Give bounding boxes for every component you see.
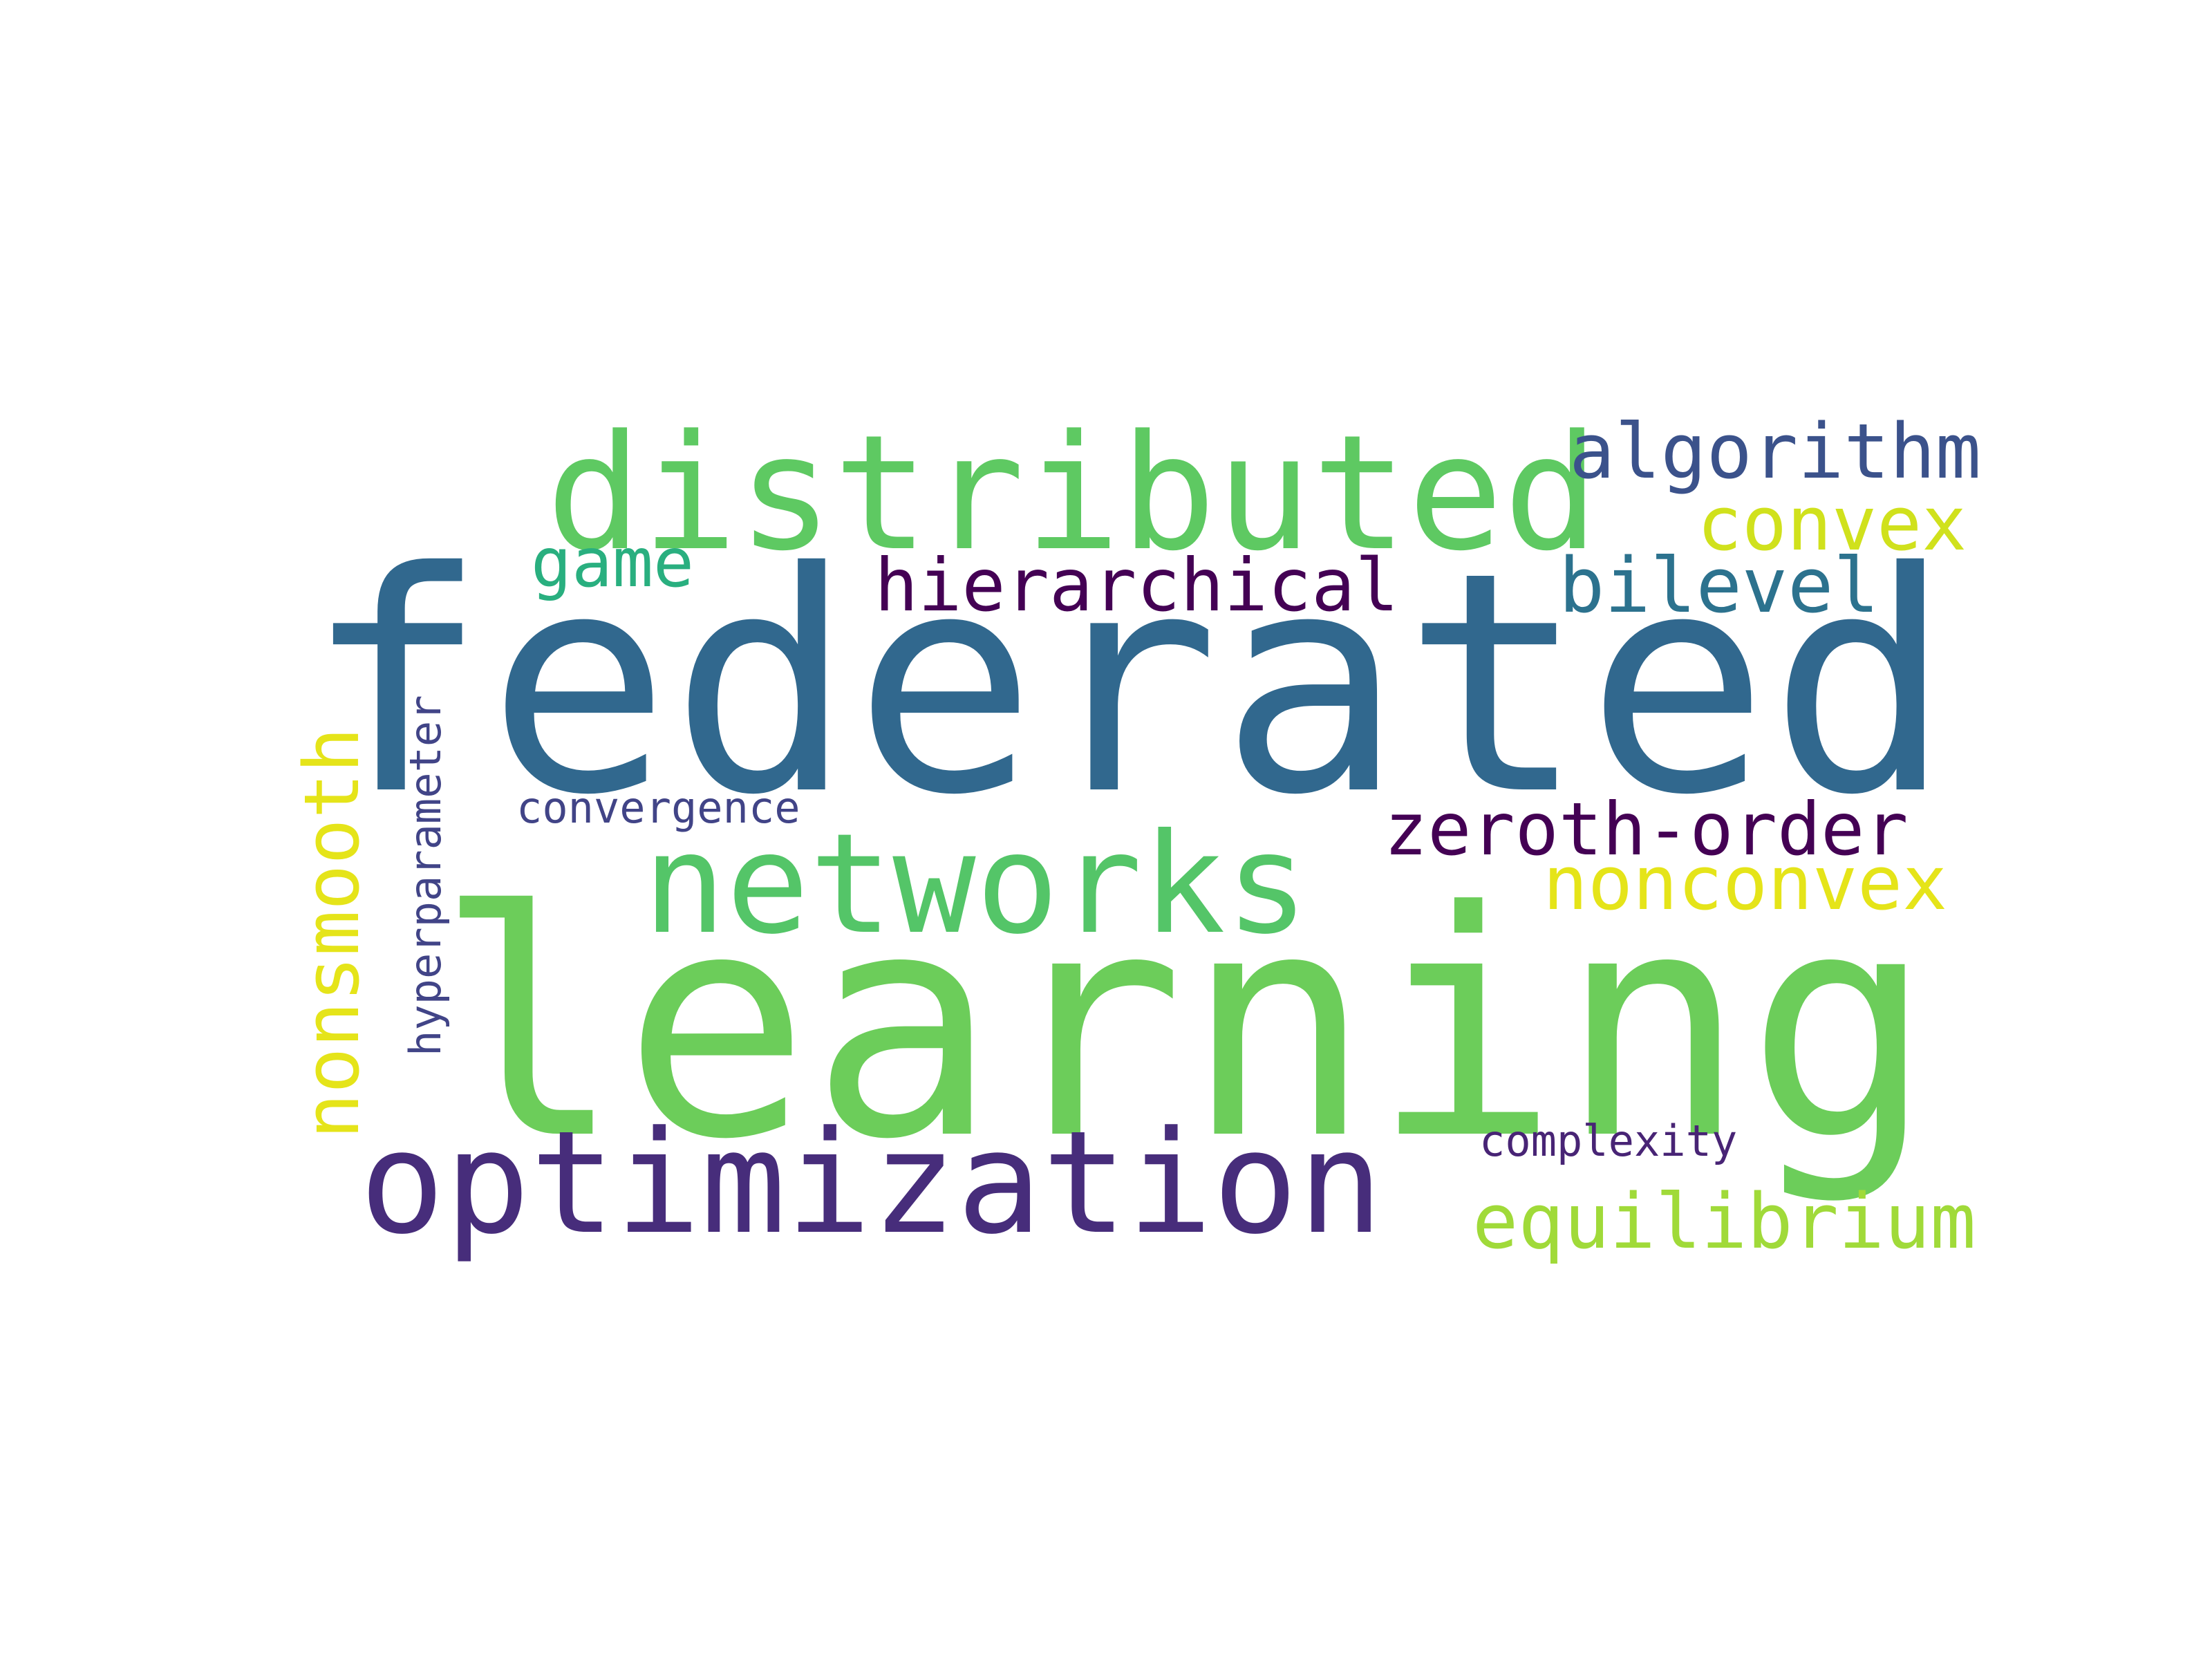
word-bilevel: bilevel <box>1559 541 1880 630</box>
word-hyperparameter: hyperparameter <box>400 695 451 1056</box>
word-complexity: complexity <box>1479 1116 1738 1166</box>
word-federated: federated <box>304 507 1953 861</box>
word-nonsmooth: nonsmooth <box>288 727 376 1139</box>
word-distributed: distributed <box>546 402 1600 586</box>
word-equilibrium: equilibrium <box>1472 1177 1976 1266</box>
word-convergence: convergence <box>516 782 800 833</box>
word-game: game <box>531 524 695 603</box>
word-nonconvex: nonconvex <box>1543 841 1948 927</box>
word-learning: learning <box>435 845 1934 1208</box>
word-optimization: optimization <box>359 1101 1384 1266</box>
word-convex: convex <box>1697 481 1967 568</box>
word-zeroth-order: zeroth-order <box>1384 787 1909 872</box>
word-networks: networks <box>643 804 1309 965</box>
word-hierarchical: hierarchical <box>874 543 1399 628</box>
word-algorithm: algorithm <box>1569 407 1982 496</box>
